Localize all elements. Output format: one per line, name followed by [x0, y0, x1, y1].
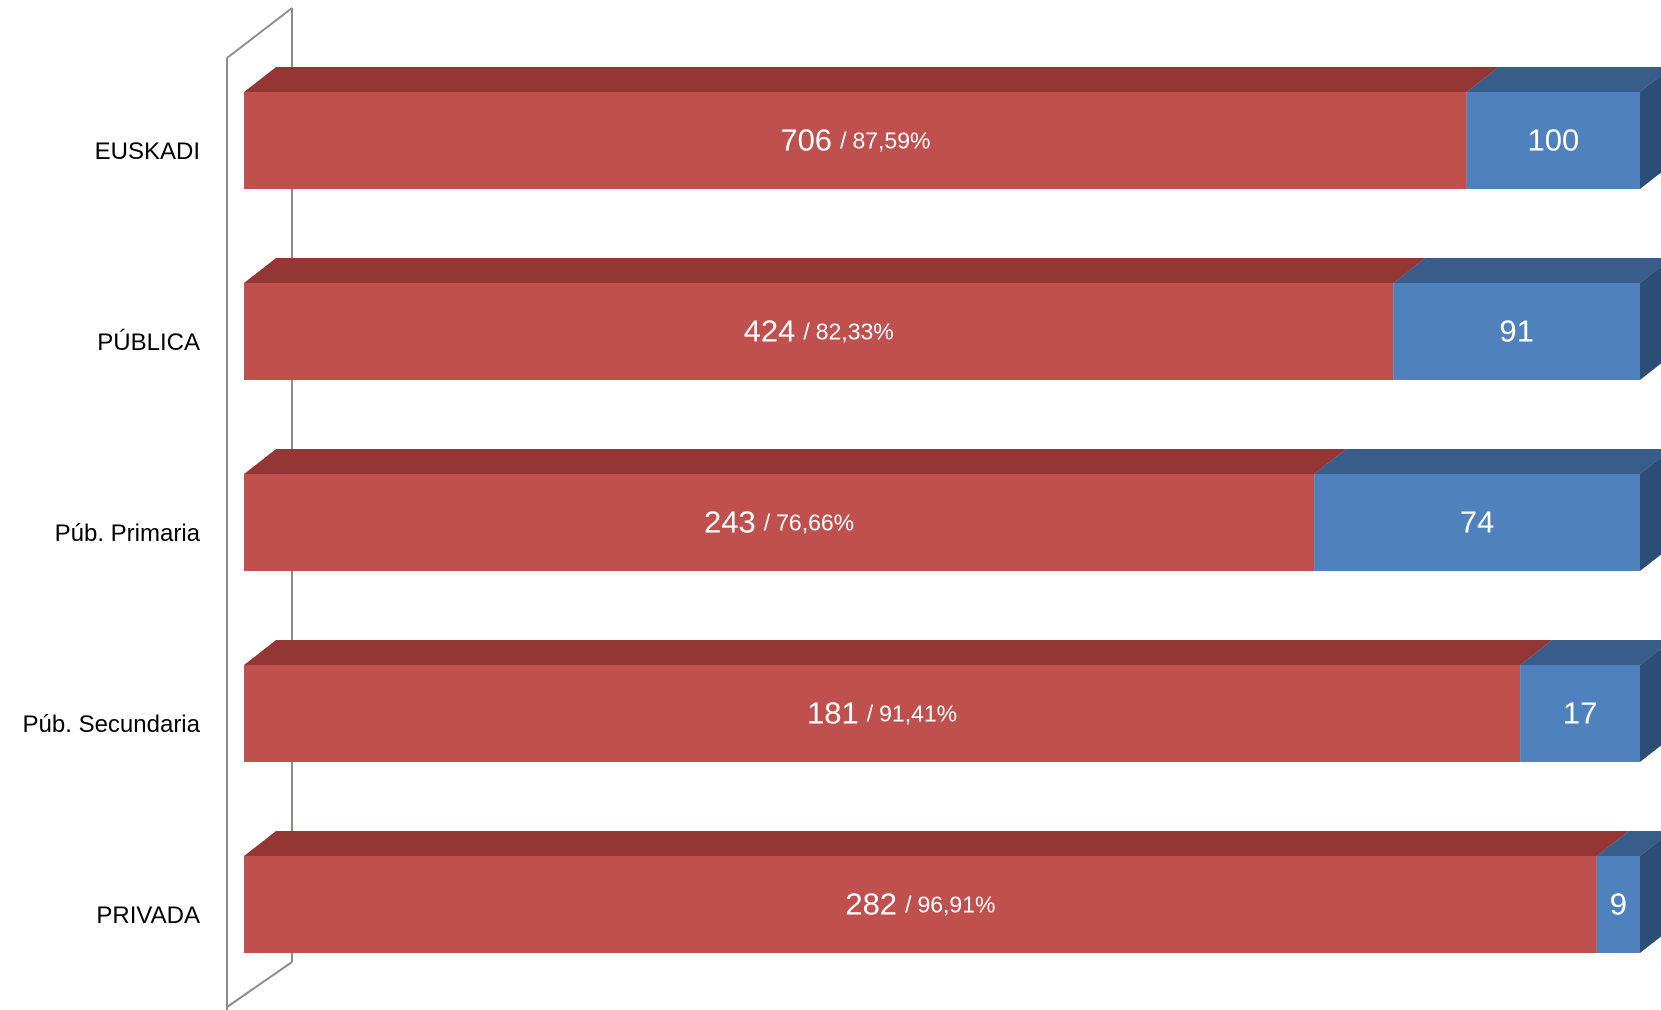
bar [1596, 856, 1640, 953]
bar [244, 92, 1467, 189]
value-label: 74 [1460, 505, 1494, 540]
wall-edge [226, 961, 293, 1008]
bar [244, 283, 1394, 380]
bar [244, 856, 1597, 953]
value-label: 91 [1499, 314, 1533, 349]
category-label: PRIVADA [96, 902, 200, 929]
value: 17 [1563, 696, 1597, 731]
separator: / [803, 319, 810, 345]
bar-side [1640, 266, 1661, 380]
bar-side [1640, 648, 1661, 762]
value: 100 [1528, 123, 1580, 158]
bar-side [1640, 457, 1661, 571]
bar [1466, 92, 1640, 189]
value: 282 [845, 887, 897, 922]
share-label: 82,33% [816, 319, 894, 345]
value-label: 706 /87,59% [780, 123, 930, 158]
value-label: 17 [1563, 696, 1597, 731]
bar-top [1466, 67, 1661, 92]
bar-side [1640, 75, 1661, 189]
share-label: 91,41% [879, 701, 957, 727]
category-label: PÚBLICA [97, 329, 200, 356]
category-label: Púb. Secundaria [23, 711, 201, 738]
bar-side [1640, 839, 1661, 953]
bar-top [1314, 449, 1661, 474]
value: 181 [807, 696, 859, 731]
value-label: 100 [1528, 123, 1580, 158]
value-label: 181 /91,41% [807, 696, 957, 731]
bar [1393, 283, 1640, 380]
value-label: 9 [1610, 887, 1627, 922]
share-label: 87,59% [852, 128, 930, 154]
bar-top [244, 67, 1499, 92]
category-label: EUSKADI [95, 138, 200, 165]
separator: / [905, 892, 912, 918]
bar [1520, 665, 1640, 762]
value: 243 [704, 505, 756, 540]
value-label: 243 /76,66% [704, 505, 854, 540]
bar-top [1596, 831, 1661, 856]
bar [244, 665, 1521, 762]
wall-edge [226, 7, 293, 59]
bar [1314, 474, 1640, 571]
value: 9 [1610, 887, 1627, 922]
bar-top [244, 258, 1426, 283]
share-label: 96,91% [917, 892, 995, 918]
value-label: 282 /96,91% [845, 887, 995, 922]
value: 74 [1460, 505, 1494, 540]
value: 706 [780, 123, 832, 158]
bar [244, 474, 1315, 571]
share-label: 76,66% [776, 510, 854, 536]
value-label: 424 /82,33% [744, 314, 894, 349]
value: 91 [1499, 314, 1533, 349]
bar-top [244, 831, 1629, 856]
separator: / [840, 128, 847, 154]
value: 424 [744, 314, 796, 349]
bar-top [244, 640, 1553, 665]
separator: / [764, 510, 771, 536]
category-label: Púb. Primaria [55, 520, 201, 547]
bar-top [1520, 640, 1661, 665]
separator: / [867, 701, 874, 727]
bar-top [1393, 258, 1661, 283]
bar-top [244, 449, 1347, 474]
